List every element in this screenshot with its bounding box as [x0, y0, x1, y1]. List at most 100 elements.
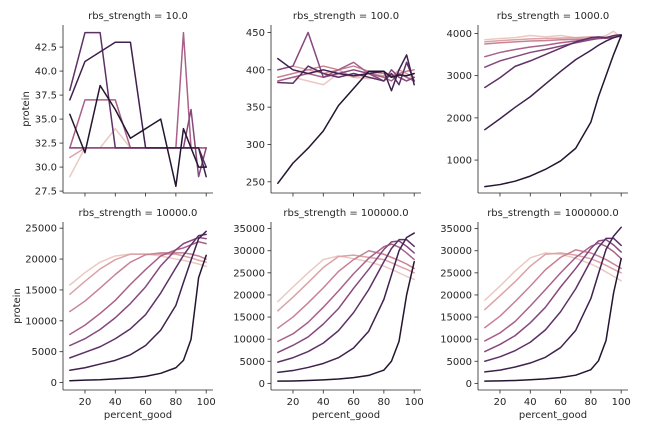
series-line-5	[277, 240, 415, 354]
y-tick-label: 5000	[447, 357, 472, 368]
series-line-8	[69, 84, 207, 188]
series-line-5	[484, 238, 622, 353]
y-tick-label: 30.0	[35, 163, 57, 174]
y-tick-label: 0	[259, 379, 265, 390]
y-tick-label: 25000	[233, 268, 265, 279]
y-tick-label: 0	[51, 378, 57, 389]
series-line-7	[484, 34, 622, 131]
panel-3: rbs_strength = 1000.0 1000 2000 3000 4000	[447, 11, 628, 197]
series-line-5	[69, 108, 207, 178]
series-line-1	[484, 252, 622, 301]
series-line-8	[69, 254, 207, 382]
x-tick-label: 80	[378, 397, 391, 408]
y-tick-label: 42.5	[35, 43, 57, 54]
y-tick-label: 15000	[440, 313, 472, 324]
panel-4: rbs_strength = 10000.0 0 5000 10000 15000 200…	[12, 208, 216, 421]
x-tick-label: 100	[612, 397, 631, 408]
series-line-6	[69, 233, 207, 359]
series-line-7	[69, 230, 207, 371]
series-line-8	[484, 34, 622, 188]
series-line-7	[277, 54, 415, 92]
x-axis-title: percent_good	[104, 410, 172, 421]
x-tick-label: 60	[554, 397, 567, 408]
y-tick-label: 3000	[447, 71, 472, 82]
series-line-1	[277, 255, 415, 303]
y-tick-label: 10000	[440, 335, 472, 346]
series-line-4	[69, 241, 207, 336]
y-tick-label: 5000	[32, 347, 57, 358]
series-line-1	[484, 30, 622, 41]
x-tick-label: 60	[139, 397, 152, 408]
y-tick-label: 32.5	[35, 139, 57, 150]
y-tick-label: 400	[246, 65, 265, 76]
y-tick-label: 250	[246, 177, 265, 188]
y-tick-label: 40.0	[35, 67, 57, 78]
series-line-7	[484, 226, 622, 373]
series-line-8	[277, 261, 415, 382]
y-tick-label: 30000	[233, 246, 265, 257]
panel-1: rbs_strength = 10.0 27.5 30.0 32.5 35.0 37.5 4…	[21, 11, 213, 198]
panel-title: rbs_strength = 1000000.0	[487, 208, 619, 219]
x-tick-label: 80	[170, 397, 183, 408]
x-tick-label: 100	[197, 397, 216, 408]
panel-title: rbs_strength = 100000.0	[283, 208, 408, 219]
y-tick-label: 450	[246, 28, 265, 39]
series-line-2	[69, 147, 207, 159]
series-line-1	[69, 253, 207, 286]
y-tick-label: 37.5	[35, 91, 57, 102]
series-line-3	[484, 249, 622, 329]
x-tick-label: 20	[79, 397, 92, 408]
series-line-3	[69, 252, 207, 313]
series-line-6	[484, 33, 622, 89]
y-tick-label: 350	[246, 103, 265, 114]
x-axis-title: percent_good	[519, 410, 587, 421]
y-tick-label: 30000	[440, 246, 472, 257]
series-line-7	[277, 232, 415, 374]
panel-title: rbs_strength = 100.0	[293, 11, 399, 22]
y-tick-label: 25000	[25, 224, 57, 235]
x-tick-label: 100	[405, 397, 424, 408]
y-tick-label: 20000	[25, 255, 57, 266]
y-tick-label: 10000	[233, 335, 265, 346]
x-tick-label: 40	[317, 397, 330, 408]
y-tick-label: 27.5	[35, 187, 57, 198]
panel-5: rbs_strength = 100000.0 0 5000 10000 15000 20…	[233, 208, 424, 421]
y-tick-label: 300	[246, 140, 265, 151]
series-line-5	[277, 31, 415, 82]
y-tick-label: 35000	[440, 224, 472, 235]
y-tick-label: 5000	[240, 357, 265, 368]
series-line-2	[277, 254, 415, 312]
series-line-3	[277, 249, 415, 329]
series-line-6	[277, 238, 415, 363]
y-axis-title: protein	[21, 91, 32, 127]
x-tick-label: 40	[524, 397, 537, 408]
y-tick-label: 35.0	[35, 115, 57, 126]
y-tick-label: 25000	[440, 268, 472, 279]
y-tick-label: 1000	[447, 156, 472, 167]
y-tick-label: 10000	[25, 316, 57, 327]
panel-6: rbs_strength = 1000000.0 0 5000 10000 15000 2…	[440, 208, 631, 421]
series-line-4	[277, 61, 415, 82]
panel-title: rbs_strength = 10000.0	[79, 208, 198, 219]
series-line-7	[69, 41, 207, 178]
y-tick-label: 4000	[447, 29, 472, 40]
x-axis-title: percent_good	[312, 410, 380, 421]
y-tick-label: 2000	[447, 113, 472, 124]
series-line-6	[484, 237, 622, 363]
y-axis-title: protein	[12, 288, 23, 324]
panel-title: rbs_strength = 1000.0	[497, 11, 610, 22]
y-tick-label: 20000	[233, 290, 265, 301]
y-tick-label: 15000	[25, 285, 57, 296]
x-tick-label: 80	[585, 397, 598, 408]
x-tick-label: 40	[109, 397, 122, 408]
series-line-5	[69, 236, 207, 347]
x-tick-label: 20	[287, 397, 300, 408]
y-tick-label: 35000	[233, 224, 265, 235]
x-tick-label: 60	[347, 397, 360, 408]
panel-title: rbs_strength = 10.0	[88, 11, 188, 22]
y-tick-label: 0	[466, 379, 472, 390]
x-tick-label: 20	[494, 397, 507, 408]
series-line-8	[277, 70, 415, 185]
y-tick-label: 20000	[440, 290, 472, 301]
